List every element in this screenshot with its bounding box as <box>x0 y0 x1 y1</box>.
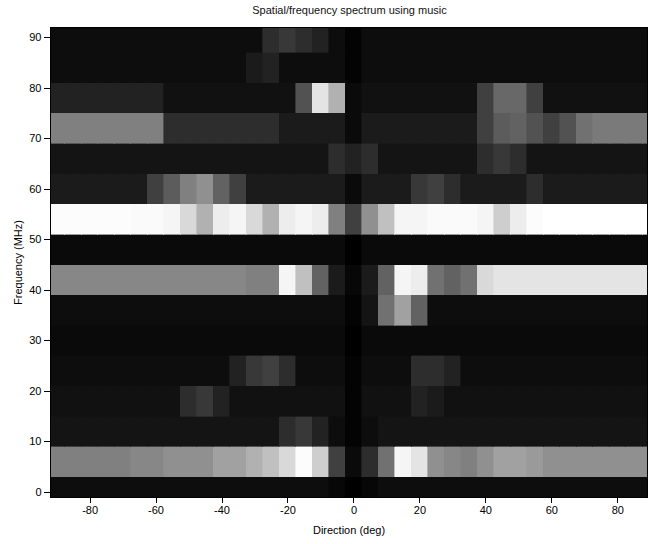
svg-text:-40: -40 <box>214 504 230 516</box>
svg-text:0: 0 <box>351 504 357 516</box>
svg-text:90: 90 <box>29 31 41 43</box>
svg-text:60: 60 <box>29 183 41 195</box>
svg-text:Direction (deg): Direction (deg) <box>313 524 385 536</box>
svg-text:30: 30 <box>29 334 41 346</box>
svg-text:0: 0 <box>35 486 41 498</box>
html-text:Spatial/frequency spectrum usi: Spatial/frequency spectrum using music <box>252 4 447 16</box>
svg-text:Frequency (MHz): Frequency (MHz) <box>12 220 24 305</box>
svg-text:-20: -20 <box>280 504 296 516</box>
svg-text:70: 70 <box>29 132 41 144</box>
svg-text:50: 50 <box>29 233 41 245</box>
svg-text:-60: -60 <box>148 504 164 516</box>
svg-text:60: 60 <box>546 504 558 516</box>
svg-text:20: 20 <box>414 504 426 516</box>
svg-text:80: 80 <box>29 82 41 94</box>
svg-text:10: 10 <box>29 435 41 447</box>
svg-text:20: 20 <box>29 385 41 397</box>
svg-text:40: 40 <box>480 504 492 516</box>
svg-text:-80: -80 <box>82 504 98 516</box>
svg-text:80: 80 <box>612 504 624 516</box>
svg-text:40: 40 <box>29 284 41 296</box>
